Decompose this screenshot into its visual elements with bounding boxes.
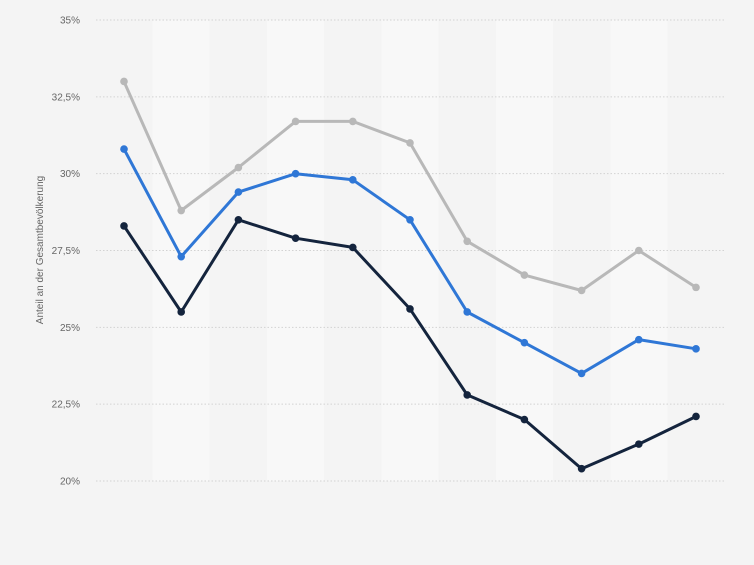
y-tick-label: 27,5%	[52, 246, 80, 257]
data-point	[177, 206, 185, 215]
data-point	[692, 345, 700, 353]
data-point	[349, 117, 357, 126]
data-point	[120, 145, 128, 153]
data-point	[291, 169, 300, 178]
y-axis-ticks: 20% 22,5% 25% 27,5% 30% 32,5% 35%	[52, 16, 80, 488]
y-tick-label: 32,5%	[52, 92, 80, 103]
y-tick-label: 30%	[60, 169, 80, 180]
data-point	[406, 215, 414, 224]
data-point	[520, 338, 529, 347]
data-point	[463, 308, 472, 316]
data-point	[635, 246, 643, 255]
data-point	[463, 391, 472, 399]
data-point	[177, 252, 185, 261]
data-point	[692, 283, 700, 292]
data-point	[577, 286, 586, 295]
data-point	[234, 163, 243, 172]
series-1	[120, 77, 700, 295]
data-point	[463, 237, 472, 246]
data-point	[577, 464, 586, 473]
data-point	[635, 335, 643, 344]
series-group	[120, 77, 700, 473]
data-point	[635, 440, 643, 448]
data-point	[406, 305, 414, 313]
data-point	[120, 222, 128, 230]
data-point	[291, 117, 300, 126]
y-tick-label: 25%	[60, 323, 80, 334]
column-bands	[95, 20, 725, 481]
data-point	[349, 176, 357, 184]
data-point	[406, 139, 414, 147]
series-3	[120, 215, 700, 473]
data-point	[349, 243, 357, 252]
data-point	[120, 77, 128, 86]
series-2	[120, 145, 700, 378]
data-point	[577, 369, 586, 378]
y-tick-label: 22,5%	[52, 400, 80, 411]
data-point	[177, 308, 185, 316]
data-point	[234, 188, 243, 196]
data-point	[692, 412, 700, 421]
y-axis-label: Anteil an der Gesamtbevölkerung	[35, 176, 46, 324]
y-tick-label: 35%	[60, 16, 80, 27]
data-point	[291, 234, 300, 243]
data-point	[234, 215, 243, 224]
data-point	[520, 271, 529, 279]
y-tick-label: 20%	[60, 477, 80, 488]
data-point	[520, 415, 529, 424]
